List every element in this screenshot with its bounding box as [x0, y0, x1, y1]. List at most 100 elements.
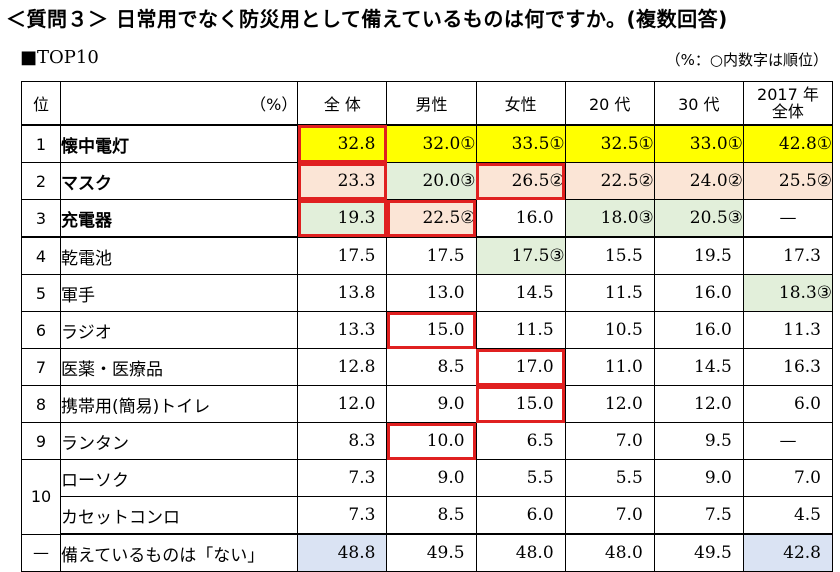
- value-2017: 42.8: [742, 533, 834, 572]
- item-cell: 充電器: [60, 199, 299, 238]
- value-female: 14.5: [475, 274, 566, 312]
- value-all: 19.3: [297, 199, 388, 238]
- table-row: 2 マスク 23.3 20.0③ 26.5② 22.5② 24.0② 25.5②: [20, 162, 834, 200]
- table-row: 6 ラジオ 13.3 15.0 11.5 10.5 16.0 11.3: [20, 311, 834, 349]
- table-row-none: — 備えているものは「ない」 48.8 49.5 48.0 48.0 49.5 …: [20, 533, 834, 572]
- table-row: 5 軍手 13.8 13.0 14.5 11.5 16.0 18.3③: [20, 274, 834, 312]
- item-cell: ラジオ: [60, 311, 299, 349]
- value-30s: 49.5: [653, 533, 744, 572]
- value-all: 17.5: [297, 236, 388, 275]
- item-cell: 乾電池: [60, 236, 299, 275]
- value-30s: 14.5: [653, 348, 744, 386]
- header-20s: 20 代: [564, 81, 655, 126]
- value-male: 20.0③: [386, 162, 477, 200]
- rank-cell: 1: [20, 124, 62, 163]
- table-row: 9 ランタン 8.3 10.0 6.5 7.0 9.5 —: [20, 422, 834, 460]
- item-cell: ランタン: [60, 422, 299, 460]
- item-cell: ローソク: [60, 459, 299, 497]
- value-20s: 5.5: [564, 459, 655, 497]
- value-male: 32.0①: [386, 124, 477, 163]
- value-20s: 10.5: [564, 311, 655, 349]
- value-2017: 16.3: [742, 348, 834, 386]
- value-female: 17.0: [475, 348, 566, 386]
- value-all: 13.3: [297, 311, 388, 349]
- value-30s: 9.0: [653, 459, 744, 497]
- rank-cell: —: [20, 533, 62, 572]
- section-label: ■TOP10: [20, 47, 99, 68]
- value-20s: 7.0: [564, 422, 655, 460]
- ranking-table: 位 （%） 全 体 男性 女性 20 代 30 代 2017 年 全体 1 懐中…: [20, 81, 834, 572]
- header-30s: 30 代: [653, 81, 744, 126]
- header-male: 男性: [386, 81, 477, 126]
- table-row: 7 医薬・医療品 12.8 8.5 17.0 11.0 14.5 16.3: [20, 348, 834, 386]
- rank-cell: 9: [20, 422, 62, 460]
- value-20s: 7.0: [564, 496, 655, 535]
- item-cell: カセットコンロ: [60, 496, 299, 535]
- value-20s: 32.5①: [564, 124, 655, 163]
- rank-cell: 8: [20, 385, 62, 423]
- value-30s: 16.0: [653, 311, 744, 349]
- item-cell: 軍手: [60, 274, 299, 312]
- value-female: 48.0: [475, 533, 566, 572]
- value-female: 17.5③: [475, 236, 566, 275]
- value-male: 8.5: [386, 496, 477, 535]
- table-row: 3 充電器 19.3 22.5② 16.0 18.0③ 20.5③ —: [20, 199, 834, 238]
- value-30s: 12.0: [653, 385, 744, 423]
- unit-note: （%：○内数字は順位）: [665, 51, 828, 69]
- value-20s: 18.0③: [564, 199, 655, 238]
- value-female: 11.5: [475, 311, 566, 349]
- value-2017: 11.3: [742, 311, 834, 349]
- table-row: 4 乾電池 17.5 17.5 17.5③ 15.5 19.5 17.3: [20, 236, 834, 275]
- item-cell: 携帯用(簡易)トイレ: [60, 385, 299, 423]
- value-2017: 25.5②: [742, 162, 834, 200]
- value-male: 8.5: [386, 348, 477, 386]
- value-female: 26.5②: [475, 162, 566, 200]
- table-row: 1 懐中電灯 32.8 32.0① 33.5① 32.5① 33.0① 42.8…: [20, 124, 834, 163]
- rank-cell: 6: [20, 311, 62, 349]
- value-2017: 42.8①: [742, 124, 834, 163]
- value-2017: 17.3: [742, 236, 834, 275]
- value-30s: 33.0①: [653, 124, 744, 163]
- header-female: 女性: [475, 81, 566, 126]
- value-male: 17.5: [386, 236, 477, 275]
- table-row: 8 携帯用(簡易)トイレ 12.0 9.0 15.0 12.0 12.0 6.0: [20, 385, 834, 423]
- value-male: 9.0: [386, 459, 477, 497]
- rank-cell: 3: [20, 199, 62, 238]
- value-female: 6.5: [475, 422, 566, 460]
- item-cell: 医薬・医療品: [60, 348, 299, 386]
- header-2017-year: 2017 年: [757, 85, 819, 104]
- value-2017: —: [742, 422, 834, 460]
- value-2017: 4.5: [742, 496, 834, 535]
- value-20s: 12.0: [564, 385, 655, 423]
- value-all: 7.3: [297, 496, 388, 535]
- value-male: 49.5: [386, 533, 477, 572]
- value-20s: 15.5: [564, 236, 655, 275]
- value-female: 6.0: [475, 496, 566, 535]
- rank-cell: 7: [20, 348, 62, 386]
- value-30s: 24.0②: [653, 162, 744, 200]
- value-female: 15.0: [475, 385, 566, 423]
- value-male: 15.0: [386, 311, 477, 349]
- value-20s: 48.0: [564, 533, 655, 572]
- value-male: 22.5②: [386, 199, 477, 238]
- value-all: 13.8: [297, 274, 388, 312]
- item-cell: 懐中電灯: [60, 124, 299, 163]
- value-30s: 20.5③: [653, 199, 744, 238]
- value-all: 48.8: [297, 533, 388, 572]
- rank-cell: 5: [20, 274, 62, 312]
- header-2017: 2017 年 全体: [742, 81, 834, 126]
- value-all: 32.8: [297, 124, 388, 163]
- value-30s: 9.5: [653, 422, 744, 460]
- value-female: 5.5: [475, 459, 566, 497]
- value-male: 10.0: [386, 422, 477, 460]
- value-2017: 18.3③: [742, 274, 834, 312]
- value-30s: 7.5: [653, 496, 744, 535]
- value-2017: 6.0: [742, 385, 834, 423]
- value-all: 12.8: [297, 348, 388, 386]
- table-header-row: 位 （%） 全 体 男性 女性 20 代 30 代 2017 年 全体: [20, 81, 834, 126]
- header-unit: （%）: [60, 81, 299, 126]
- rank-cell: 2: [20, 162, 62, 200]
- value-female: 16.0: [475, 199, 566, 238]
- header-all: 全 体: [297, 81, 388, 126]
- value-male: 9.0: [386, 385, 477, 423]
